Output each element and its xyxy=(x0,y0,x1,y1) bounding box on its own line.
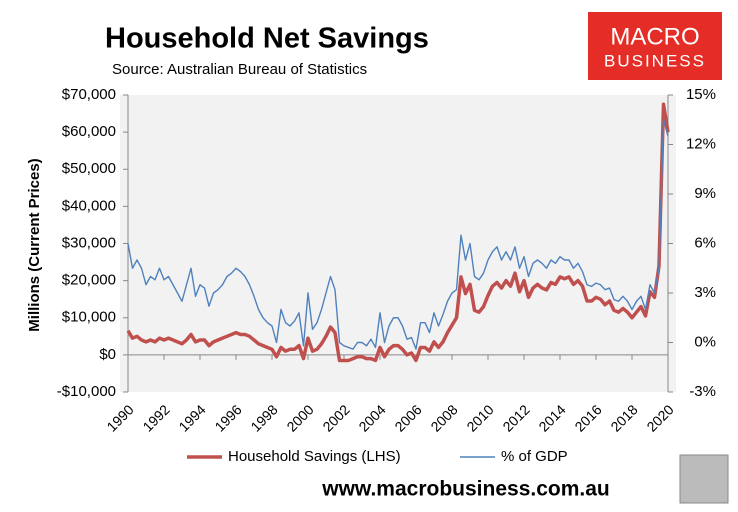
chart-subtitle: Source: Australian Bureau of Statistics xyxy=(112,61,367,78)
legend-label: Household Savings (LHS) xyxy=(228,448,401,465)
x-tick-label: 2014 xyxy=(535,401,568,434)
x-tick-label: 1994 xyxy=(175,401,208,434)
chart-title: Household Net Savings xyxy=(105,23,429,55)
x-tick-label: 1996 xyxy=(211,401,244,434)
x-tick-label: 2008 xyxy=(427,401,460,434)
x-tick-label: 1990 xyxy=(103,401,136,434)
x-tick-label: 2000 xyxy=(283,401,316,434)
x-tick-label: 2004 xyxy=(355,401,388,434)
footer-url: www.macrobusiness.com.au xyxy=(321,478,609,501)
x-tick-label: 2002 xyxy=(319,401,352,434)
y-tick-label: -$10,000 xyxy=(57,383,116,400)
y-tick-label: $70,000 xyxy=(62,86,116,103)
brand-logo xyxy=(588,12,722,80)
y2-tick-label: 3% xyxy=(694,284,716,301)
x-tick-label: 1992 xyxy=(139,401,172,434)
x-tick-label: 2020 xyxy=(643,401,676,434)
y-tick-label: $60,000 xyxy=(62,123,116,140)
brand-text: BUSINESS xyxy=(604,51,706,70)
y2-tick-label: 15% xyxy=(686,86,716,103)
y-tick-label: $30,000 xyxy=(62,234,116,251)
y-tick-label: $50,000 xyxy=(62,160,116,177)
y-tick-label: $40,000 xyxy=(62,197,116,214)
x-tick-label: 2012 xyxy=(499,401,532,434)
series-line xyxy=(127,119,669,350)
wolf-icon xyxy=(679,454,729,504)
x-tick-label: 2010 xyxy=(463,401,496,434)
x-tick-label: 1998 xyxy=(247,401,280,434)
legend-label: % of GDP xyxy=(501,448,568,465)
y2-tick-label: 12% xyxy=(686,135,716,152)
series-line xyxy=(126,102,670,363)
x-tick-label: 2018 xyxy=(607,401,640,434)
y-tick-label: $0 xyxy=(99,346,116,363)
y-tick-label: $10,000 xyxy=(62,309,116,326)
x-tick-label: 2016 xyxy=(571,401,604,434)
y-axis-title: Millions (Current Prices) xyxy=(26,158,43,331)
y2-tick-label: -3% xyxy=(689,383,716,400)
y2-tick-label: 6% xyxy=(694,234,716,251)
brand-text: MACRO xyxy=(610,23,699,50)
y2-tick-label: 9% xyxy=(694,185,716,202)
x-tick-label: 2006 xyxy=(391,401,424,434)
y-tick-label: $20,000 xyxy=(62,272,116,289)
y2-tick-label: 0% xyxy=(694,333,716,350)
